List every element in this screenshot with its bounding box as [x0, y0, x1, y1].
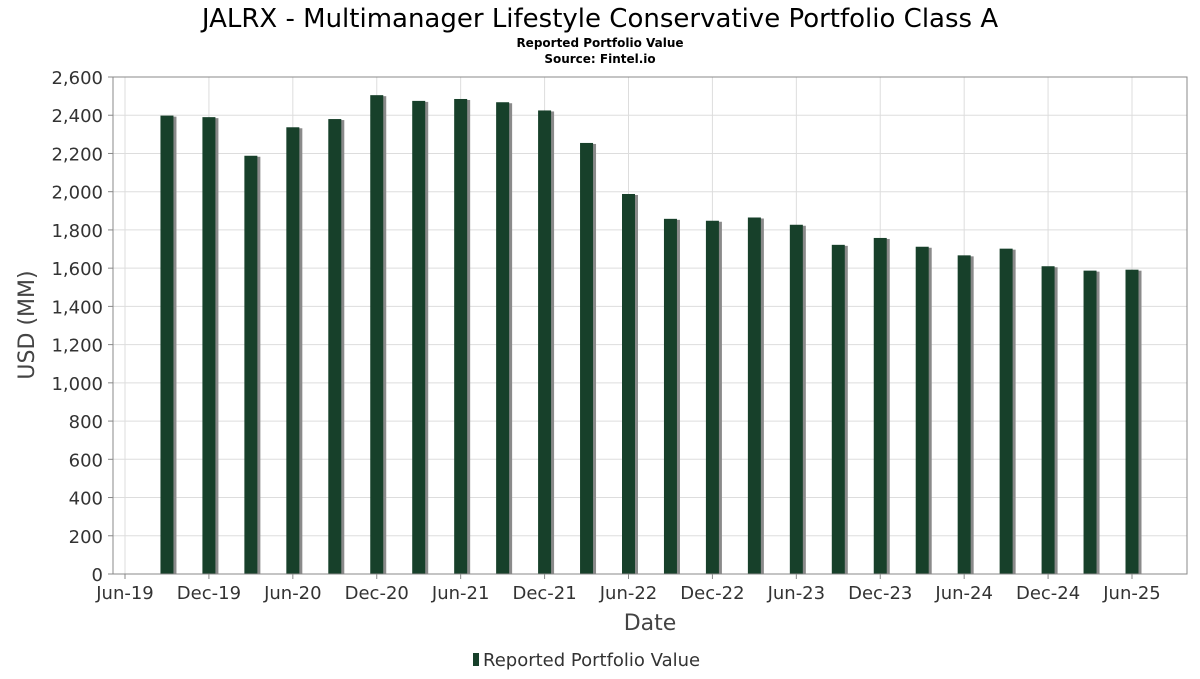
x-tick-label: Dec-22	[680, 583, 744, 604]
chart-title: JALRX - Multimanager Lifestyle Conservat…	[200, 4, 998, 34]
y-axis-label: USD (MM)	[15, 270, 40, 379]
y-tick-label: 2,200	[51, 144, 103, 165]
bar	[496, 102, 510, 575]
x-tick-label: Jun-20	[263, 583, 322, 604]
x-tick-label: Jun-19	[95, 583, 154, 604]
bar	[412, 100, 426, 575]
y-tick-label: 1,000	[51, 374, 103, 395]
bar	[705, 220, 719, 575]
bar	[160, 115, 174, 575]
bar	[831, 244, 845, 575]
y-tick-label: 400	[69, 489, 103, 510]
x-tick-label: Dec-20	[345, 583, 409, 604]
bar	[454, 98, 468, 574]
y-tick-label: 2,600	[51, 68, 103, 89]
y-tick-label: 200	[69, 527, 103, 548]
chart-subtitle-2: Source: Fintel.io	[544, 52, 655, 66]
x-tick-label: Jun-23	[767, 583, 826, 604]
y-tick-label: 0	[92, 565, 103, 586]
y-tick-label: 1,400	[51, 297, 103, 318]
y-tick-label: 800	[69, 412, 103, 433]
bar	[1083, 270, 1097, 574]
legend-swatch	[473, 653, 479, 666]
bar	[747, 217, 761, 574]
bar	[580, 142, 594, 575]
x-tick-label: Jun-25	[1102, 583, 1161, 604]
bar	[1041, 266, 1055, 574]
x-axis-label: Date	[624, 611, 677, 636]
bar	[244, 155, 258, 575]
bar	[789, 224, 803, 575]
x-tick-label: Dec-21	[512, 583, 576, 604]
y-axis: 0 200 400 600 800 1,000 1,200 1,400 1,600 1,800 2,…	[51, 68, 113, 586]
x-tick-label: Jun-24	[934, 583, 993, 604]
grid	[113, 76, 1187, 575]
bar	[663, 218, 677, 574]
y-tick-label: 2,400	[51, 106, 103, 127]
y-tick-label: 2,000	[51, 183, 103, 204]
bar	[957, 255, 971, 574]
y-tick-label: 1,200	[51, 336, 103, 357]
x-tick-label: Jun-21	[431, 583, 490, 604]
bars	[160, 95, 1142, 575]
bar	[1125, 269, 1139, 574]
y-tick-label: 1,600	[51, 259, 103, 280]
bar	[873, 237, 887, 574]
bar	[999, 248, 1013, 574]
bar	[915, 246, 929, 574]
legend-label: Reported Portfolio Value	[483, 650, 700, 671]
legend: Reported Portfolio Value	[473, 650, 700, 671]
y-tick-label: 600	[69, 450, 103, 471]
bar	[202, 117, 216, 575]
plot-frame	[112, 76, 1188, 575]
bar	[370, 95, 384, 575]
chart-subtitle-1: Reported Portfolio Value	[516, 36, 683, 50]
bar	[286, 127, 300, 574]
bar	[538, 110, 552, 575]
x-tick-label: Jun-22	[599, 583, 658, 604]
bar	[328, 119, 342, 575]
bar	[622, 193, 635, 575]
x-tick-label: Dec-23	[848, 583, 912, 604]
x-tick-label: Dec-19	[177, 583, 241, 604]
x-axis: Jun-19 Dec-19 Jun-20 Dec-20 Jun-21 Dec-21 Jun-…	[95, 574, 1161, 604]
y-tick-label: 1,800	[51, 221, 103, 242]
x-tick-label: Dec-24	[1016, 583, 1080, 604]
